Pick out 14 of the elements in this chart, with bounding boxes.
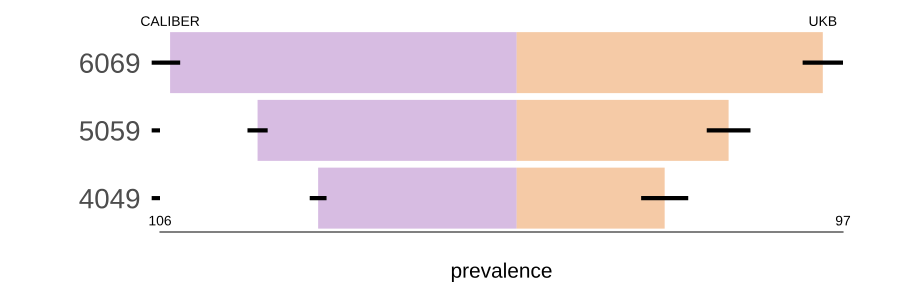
bar xyxy=(318,168,517,229)
bar xyxy=(170,32,517,94)
y-tick-label: 6069 xyxy=(80,53,140,73)
x-tick-label: 106 xyxy=(149,216,171,226)
series-label: UKB xyxy=(810,16,836,26)
bar xyxy=(258,100,517,161)
y-tick-label: 4049 xyxy=(79,188,140,208)
x-axis-title: prevalence xyxy=(452,262,552,282)
bar xyxy=(516,100,729,161)
y-tick-label: 5059 xyxy=(80,121,140,141)
x-tick-label: 97 xyxy=(836,216,850,226)
series-label: CALIBER xyxy=(141,16,200,26)
bar xyxy=(516,168,665,229)
bar xyxy=(516,32,823,94)
